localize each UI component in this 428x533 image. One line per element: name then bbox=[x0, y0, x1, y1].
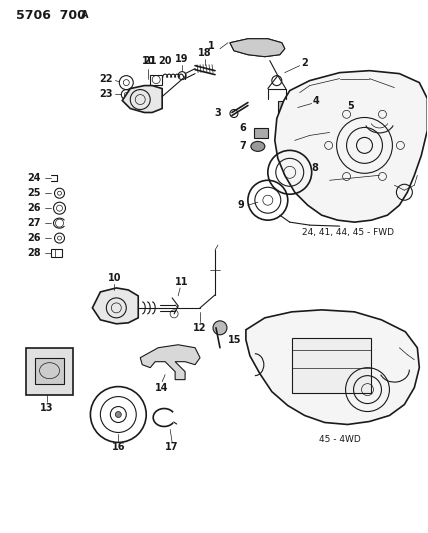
Text: 25: 25 bbox=[27, 188, 41, 198]
Text: 45 - 4WD: 45 - 4WD bbox=[319, 435, 360, 444]
Text: 20: 20 bbox=[158, 55, 172, 66]
Polygon shape bbox=[92, 288, 138, 324]
Polygon shape bbox=[275, 71, 427, 222]
Text: 4: 4 bbox=[312, 95, 319, 106]
Text: 24: 24 bbox=[27, 173, 41, 183]
Text: 10: 10 bbox=[107, 273, 121, 283]
Text: 5706  700: 5706 700 bbox=[16, 9, 86, 22]
Text: 3: 3 bbox=[214, 108, 221, 117]
Text: 26: 26 bbox=[27, 203, 41, 213]
Polygon shape bbox=[26, 348, 74, 394]
Text: 24, 41, 44, 45 - FWD: 24, 41, 44, 45 - FWD bbox=[302, 228, 394, 237]
Text: 21: 21 bbox=[143, 55, 157, 66]
Polygon shape bbox=[230, 39, 285, 56]
Text: 14: 14 bbox=[155, 383, 169, 393]
Text: 26: 26 bbox=[27, 233, 41, 243]
Bar bbox=[51, 249, 62, 257]
Text: 15: 15 bbox=[228, 335, 241, 345]
Text: 10: 10 bbox=[142, 55, 155, 66]
Text: 16: 16 bbox=[112, 442, 125, 453]
Polygon shape bbox=[140, 345, 200, 379]
Text: 5: 5 bbox=[348, 101, 354, 110]
Circle shape bbox=[115, 411, 121, 417]
Text: 13: 13 bbox=[40, 402, 54, 413]
Bar bbox=[150, 75, 162, 85]
Polygon shape bbox=[122, 86, 162, 112]
Circle shape bbox=[213, 321, 227, 335]
Text: 19: 19 bbox=[175, 54, 189, 63]
Text: A: A bbox=[81, 10, 89, 20]
Text: 6: 6 bbox=[239, 124, 246, 133]
Text: 28: 28 bbox=[27, 248, 41, 258]
Text: 7: 7 bbox=[239, 141, 246, 151]
Text: 27: 27 bbox=[27, 218, 41, 228]
Bar bbox=[254, 128, 268, 139]
Text: 12: 12 bbox=[193, 323, 207, 333]
Bar bbox=[292, 338, 372, 393]
Text: 1: 1 bbox=[208, 41, 215, 51]
Bar bbox=[35, 358, 65, 384]
Text: 9: 9 bbox=[237, 200, 244, 210]
Ellipse shape bbox=[251, 141, 265, 151]
Polygon shape bbox=[246, 310, 419, 424]
Text: 8: 8 bbox=[312, 163, 318, 173]
Text: 2: 2 bbox=[301, 58, 308, 68]
Text: 18: 18 bbox=[198, 47, 212, 58]
Bar bbox=[278, 101, 296, 112]
Text: 11: 11 bbox=[175, 277, 189, 287]
Polygon shape bbox=[300, 93, 339, 131]
Text: 17: 17 bbox=[165, 442, 179, 453]
Text: 23: 23 bbox=[99, 88, 112, 99]
Text: 22: 22 bbox=[99, 74, 112, 84]
